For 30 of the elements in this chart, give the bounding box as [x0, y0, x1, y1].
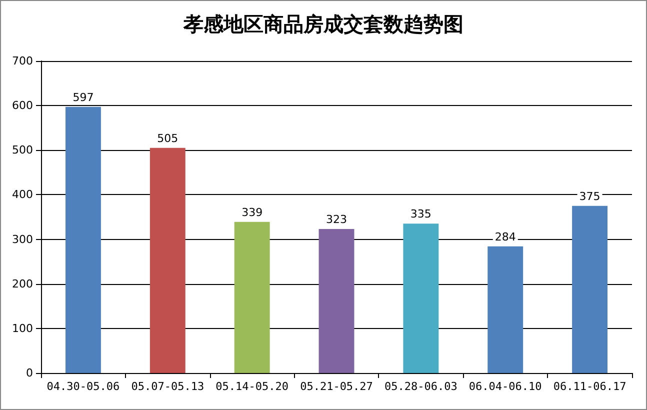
- x-tick-label: 05.14-05.20: [216, 380, 288, 393]
- bar: [65, 106, 101, 373]
- x-tick-label: 06.04-06.10: [468, 380, 542, 393]
- data-label: 284: [494, 230, 516, 244]
- data-label: 597: [72, 90, 94, 104]
- x-tick-label: 05.28-06.03: [384, 380, 458, 393]
- bar: [572, 206, 608, 373]
- y-tick-label: 500: [12, 144, 33, 157]
- bar: [234, 222, 270, 373]
- y-tick-label: 700: [12, 54, 33, 68]
- data-label: 505: [157, 132, 178, 145]
- bar: [403, 224, 439, 373]
- data-label: 339: [242, 206, 263, 219]
- x-tick-label: 05.21-05.27: [300, 380, 373, 393]
- bar: [150, 148, 186, 373]
- data-label: 323: [326, 213, 347, 226]
- y-tick-label: 100: [12, 322, 33, 335]
- data-label: 335: [410, 208, 432, 221]
- y-tick-label: 300: [12, 232, 33, 246]
- x-tick-label: 05.07-05.13: [131, 380, 204, 393]
- y-tick-label: 0: [26, 366, 33, 380]
- y-tick-label: 200: [12, 277, 33, 290]
- y-tick-label: 400: [12, 188, 33, 202]
- data-label: 375: [579, 190, 600, 203]
- x-tick-label: 06.11-06.17: [553, 380, 626, 393]
- chart-title: 孝感地区商品房成交套数趋势图: [182, 12, 464, 36]
- x-tick-label: 04.30-05.06: [46, 380, 120, 393]
- y-tick-label: 600: [12, 99, 33, 112]
- bar: [318, 229, 354, 373]
- bar: [488, 246, 524, 373]
